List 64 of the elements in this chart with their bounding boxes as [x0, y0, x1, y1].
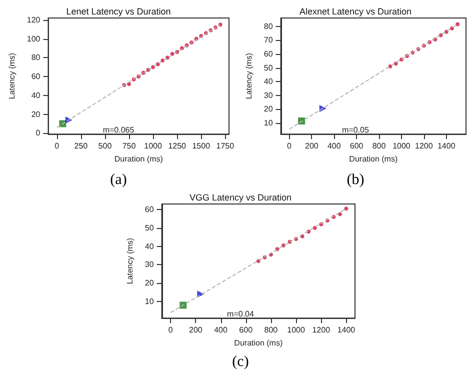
x-tick-label: 800 — [372, 142, 386, 151]
y-tick-label: 30 — [144, 260, 154, 270]
annotation: m=0.065 — [102, 126, 135, 134]
x-tick-label: 1750 — [216, 142, 235, 151]
x-tick-label: 1200 — [415, 142, 434, 151]
x-axis-title: Duration (ms) — [114, 154, 164, 164]
x-tick-label: 1000 — [392, 142, 411, 151]
x-tick-label: 400 — [214, 326, 228, 335]
x-tick-label: 250 — [74, 142, 88, 151]
y-tick-label: 100 — [26, 34, 41, 44]
chart-title: Lenet Latency vs Duration — [66, 6, 171, 16]
y-tick-label: 60 — [144, 205, 154, 214]
x-tick-label: 400 — [327, 142, 342, 151]
y-tick-label: 40 — [264, 77, 274, 86]
y-tick-label: 40 — [31, 90, 41, 100]
x-tick-label: 1200 — [312, 326, 331, 335]
x-tick-label: 1400 — [337, 326, 356, 335]
y-tick-label: 60 — [264, 49, 274, 58]
y-tick-label: 10 — [144, 297, 154, 306]
y-tick-label: 70 — [264, 36, 274, 45]
x-axis-title: Duration (ms) — [234, 338, 283, 348]
x-tick-label: 750 — [122, 142, 136, 151]
text: (b) — [346, 172, 366, 189]
point — [344, 206, 348, 211]
x-tick-label: 200 — [188, 326, 203, 335]
x-tick-label: 1500 — [192, 142, 211, 151]
y-tick-label: 50 — [264, 63, 274, 72]
y-tick-label: 120 — [26, 15, 41, 24]
point — [298, 117, 306, 124]
x-tick-label: 0 — [168, 326, 174, 335]
y-tick-label: 0 — [36, 128, 41, 138]
x-tick-label: 1000 — [287, 326, 306, 335]
y-tick-label: 10 — [264, 118, 274, 128]
y-tick-label: 20 — [31, 110, 41, 119]
y-tick-label: 50 — [144, 223, 154, 232]
y-axis-title: Latency (ms) — [8, 52, 16, 100]
x-tick-label: 800 — [264, 326, 278, 335]
y-tick-label: 40 — [144, 242, 154, 251]
chart-title: VGG Latency vs Duration — [189, 192, 292, 202]
x-tick-label: 1000 — [144, 142, 162, 151]
y-tick-label: 20 — [144, 278, 154, 288]
text: (a) — [109, 172, 128, 189]
y-tick-label: 30 — [264, 90, 274, 100]
x-tick-label: 1250 — [168, 142, 187, 151]
y-tick-label: 80 — [31, 53, 41, 62]
x-tick-label: 600 — [239, 326, 254, 335]
annotation: m=0.04 — [227, 310, 255, 318]
x-tick-label: 600 — [350, 142, 364, 151]
chart-title: Alexnet Latency vs Duration — [299, 6, 412, 16]
point — [456, 22, 460, 26]
y-tick-label: 60 — [31, 72, 41, 82]
y-tick-label: 20 — [264, 104, 274, 114]
x-tick-label: 1400 — [437, 142, 456, 151]
y-axis-title: Latency (ms) — [244, 52, 254, 100]
y-axis-title: Latency (ms) — [126, 238, 134, 284]
annotation: m=0.05 — [342, 126, 370, 134]
x-tick-label: 200 — [304, 142, 319, 151]
x-tick-label: 0 — [286, 142, 292, 151]
y-tick-label: 80 — [264, 22, 274, 31]
x-tick-label: 0 — [54, 142, 60, 151]
x-tick-label: 500 — [98, 142, 112, 151]
point — [180, 302, 187, 309]
text: (c) — [231, 354, 250, 371]
x-axis-title: Duration (ms) — [349, 154, 398, 164]
